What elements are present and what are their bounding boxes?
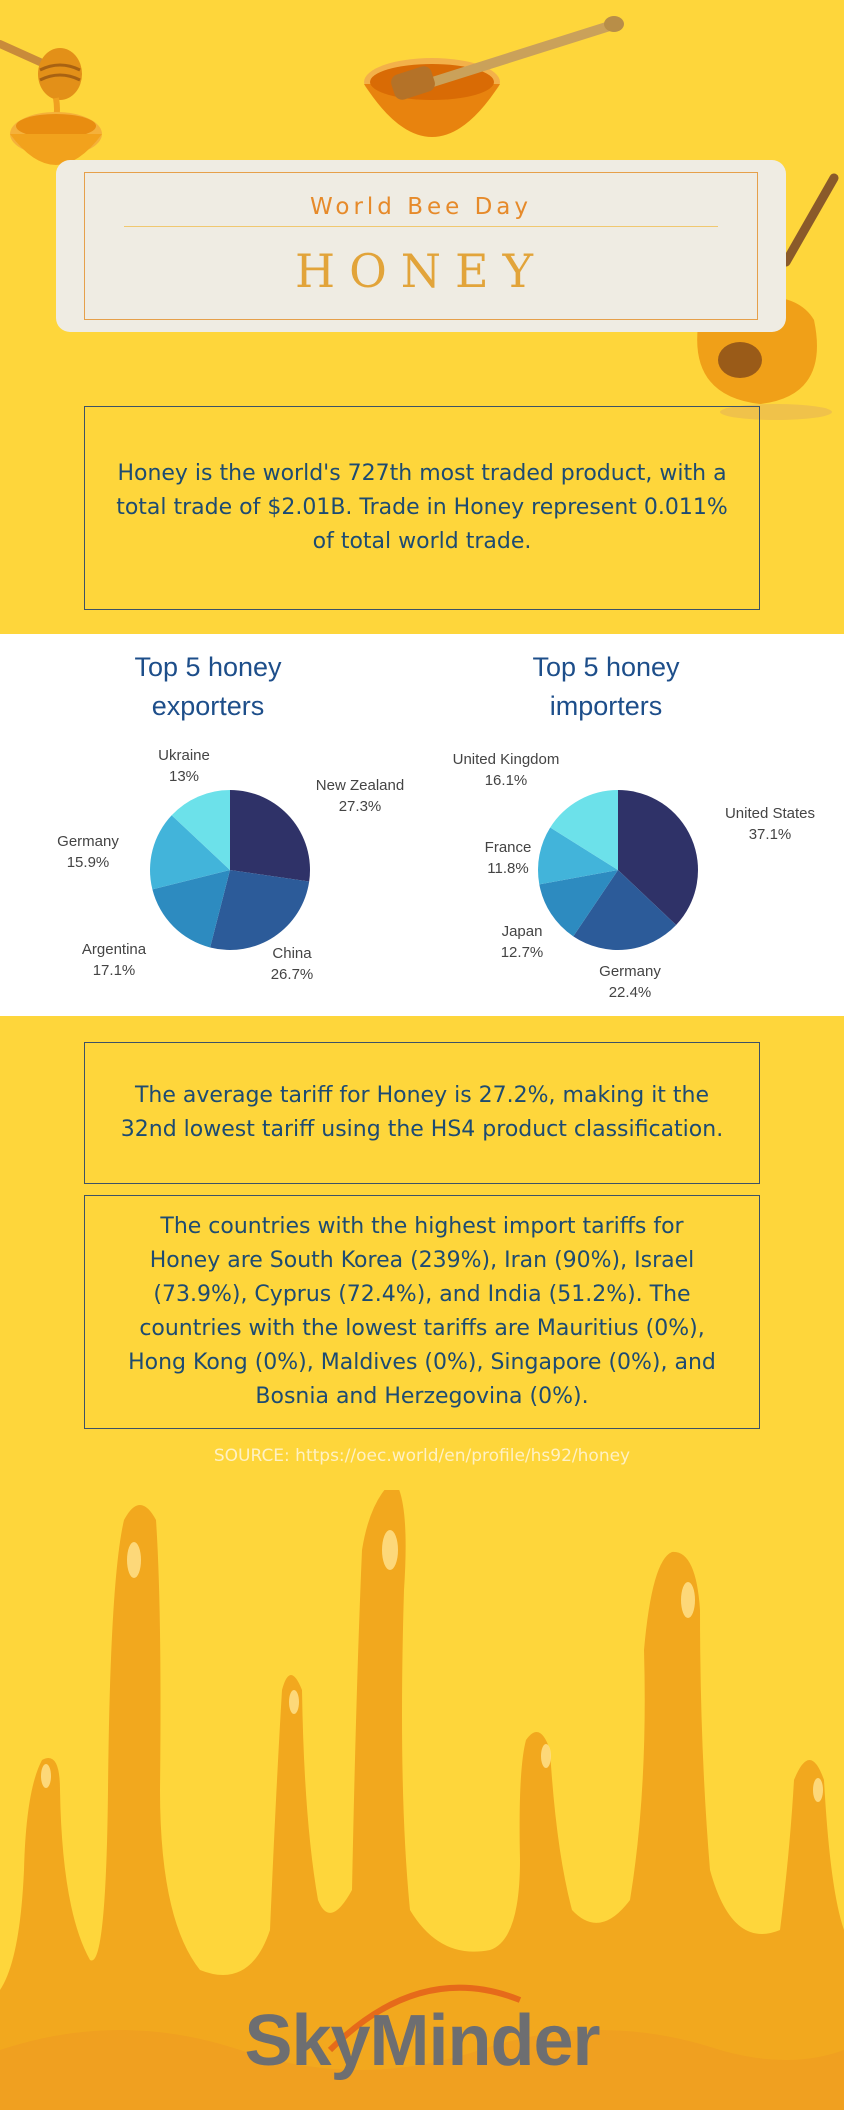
title-divider — [124, 226, 718, 227]
average-tariff-text: The average tariff for Honey is 27.2%, m… — [120, 1083, 724, 1142]
exporters-title-line-2: exporters — [151, 691, 265, 721]
pie-label-japan: Japan — [502, 923, 543, 940]
pie-value-ukraine: 13% — [169, 768, 199, 785]
title-card — [56, 160, 786, 332]
pie-label-argentina: Argentina — [82, 941, 147, 958]
pie-value-france: 11.8% — [487, 860, 528, 877]
pie-value-united-states: 37.1% — [749, 826, 792, 843]
pie-label-france: France — [485, 839, 532, 856]
pie-slice-united-kingdom — [550, 790, 618, 870]
importers-title-line-1: Top 5 honey — [532, 652, 680, 682]
charts-section — [0, 634, 844, 1016]
pie-label-new-zealand: New Zealand — [316, 777, 404, 794]
page-title: HONEY — [294, 244, 548, 298]
pie-value-united-kingdom: 16.1% — [485, 772, 528, 789]
trade-summary-text: Honey is the world's 727th most traded p… — [116, 461, 728, 554]
exporters-chart-title: Top 5 honey exporters — [88, 648, 328, 726]
pie-value-japan: 12.7% — [501, 944, 544, 961]
pie-label-china: China — [272, 945, 312, 962]
pie-label-united-states: United States — [725, 805, 815, 822]
pie-label-germany: Germany — [599, 963, 661, 980]
pie-slice-france — [538, 827, 618, 885]
pie-value-germany: 15.9% — [67, 854, 110, 871]
pie-slice-ukraine — [171, 790, 230, 870]
pie-slice-germany — [150, 815, 230, 890]
tariff-ranking-text: The countries with the highest import ta… — [128, 1214, 716, 1409]
pie-value-china: 26.7% — [271, 966, 314, 983]
pie-value-new-zealand: 27.3% — [339, 798, 382, 815]
importers-title-line-2: importers — [549, 691, 663, 721]
pie-value-germany: 22.4% — [609, 984, 652, 1001]
average-tariff-box: The average tariff for Honey is 27.2%, m… — [84, 1042, 760, 1184]
pie-slice-united-states — [618, 790, 698, 925]
pie-slice-china — [210, 870, 310, 950]
importers-chart-title: Top 5 honey importers — [486, 648, 726, 726]
pie-value-argentina: 17.1% — [93, 962, 136, 979]
honey-dipper-icon — [0, 40, 102, 165]
exporters-title-line-1: Top 5 honey — [134, 652, 282, 682]
pie-label-germany: Germany — [57, 833, 119, 850]
source-note: SOURCE: https://oec.world/en/profile/hs9… — [213, 1446, 631, 1466]
pie-slice-argentina — [152, 870, 230, 948]
trade-summary-box: Honey is the world's 727th most traded p… — [84, 406, 760, 610]
pie-slice-new-zealand — [230, 790, 310, 882]
pie-slice-germany — [573, 870, 677, 950]
exporters-pie-chart: New Zealand 27.3% China 26.7% Argentina 17.1%… — [57, 747, 404, 983]
importers-pie-chart: United States 37.1% Germany 22.4% Japan 12.7%… — [453, 751, 815, 1001]
tariff-ranking-box: The countries with the highest import ta… — [84, 1195, 760, 1429]
pie-label-ukraine: Ukraine — [158, 747, 210, 764]
honey-drip-decoration — [0, 1490, 844, 2110]
pie-label-united-kingdom: United Kingdom — [453, 751, 560, 768]
title-card-border — [84, 172, 758, 320]
honey-bowl-icon — [364, 16, 624, 137]
subtitle: World Bee Day — [309, 194, 533, 220]
brand-logo: SkyMinder — [244, 2001, 600, 2081]
pie-slice-japan — [539, 870, 618, 937]
